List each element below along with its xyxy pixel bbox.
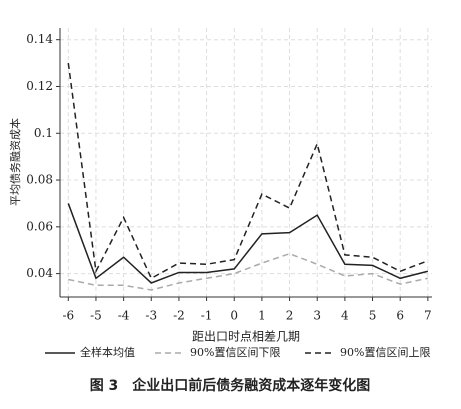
x-tick-label: -4 (118, 309, 130, 323)
series-line (67, 62, 429, 280)
x-tick-label: 1 (258, 309, 266, 323)
legend-label: 全样本均值 (80, 345, 135, 359)
x-tick-label: -3 (145, 309, 157, 323)
x-tick-label: 4 (341, 309, 349, 323)
x-tick-label: 5 (369, 309, 377, 323)
y-tick-label: 0.1 (34, 126, 53, 140)
y-tick-label: 0.06 (26, 219, 53, 233)
y-tick-label: 0.08 (26, 173, 53, 187)
x-tick-label: 6 (396, 309, 404, 323)
y-tick-label: 0.14 (26, 32, 53, 46)
series-line (68, 252, 429, 291)
x-tick-label: 3 (313, 309, 321, 323)
x-axis-label: 距出口时点相差几期 (192, 330, 300, 344)
x-tick-label: -5 (90, 309, 102, 323)
legend-label: 90%置信区间下限 (190, 346, 280, 359)
x-tick-label: -1 (201, 309, 213, 323)
y-tick-label: 0.12 (26, 79, 53, 93)
series-line (67, 203, 429, 284)
legend-label: 90%置信区间上限 (340, 346, 430, 359)
y-axis-label: 平均债务融资成本 (8, 118, 22, 206)
x-tick-label: -6 (62, 309, 74, 323)
x-tick-label: -2 (173, 309, 185, 323)
x-tick-label: 2 (286, 309, 294, 323)
x-tick-label: 0 (230, 309, 238, 323)
chart-title: 图 3 企业出口前后债务融资成本逐年变化图 (90, 377, 371, 394)
x-tick-label: 7 (424, 309, 432, 323)
y-tick-label: 0.04 (26, 266, 53, 280)
